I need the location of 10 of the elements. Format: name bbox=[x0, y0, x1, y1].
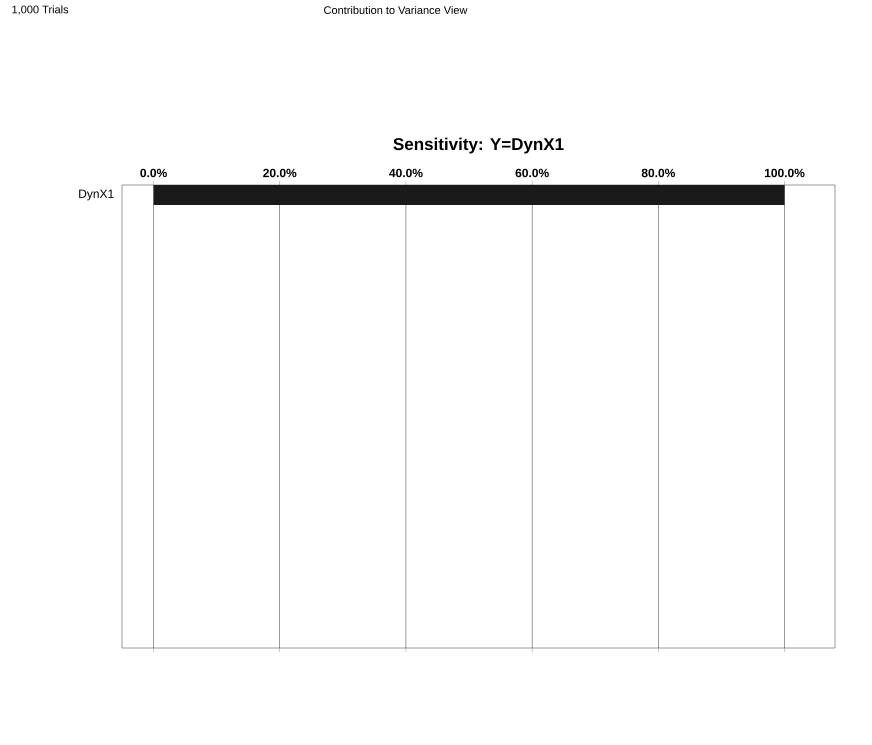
x-tick-label: 100.0% bbox=[764, 168, 805, 178]
text: Contribution to Variance View bbox=[324, 6, 468, 14]
y-tick-label: DynX1 bbox=[79, 190, 114, 200]
x-tick-label: 60.0% bbox=[516, 168, 549, 178]
chart-title: Sensitivity: Y=DynX1 bbox=[393, 138, 564, 154]
x-tick-label: 0.0% bbox=[140, 168, 167, 178]
x-tick-label: 20.0% bbox=[263, 168, 296, 178]
x-tick-label: 40.0% bbox=[389, 168, 423, 178]
text: 1,000 Trials bbox=[12, 5, 68, 15]
x-tick-label: 80.0% bbox=[642, 168, 676, 178]
